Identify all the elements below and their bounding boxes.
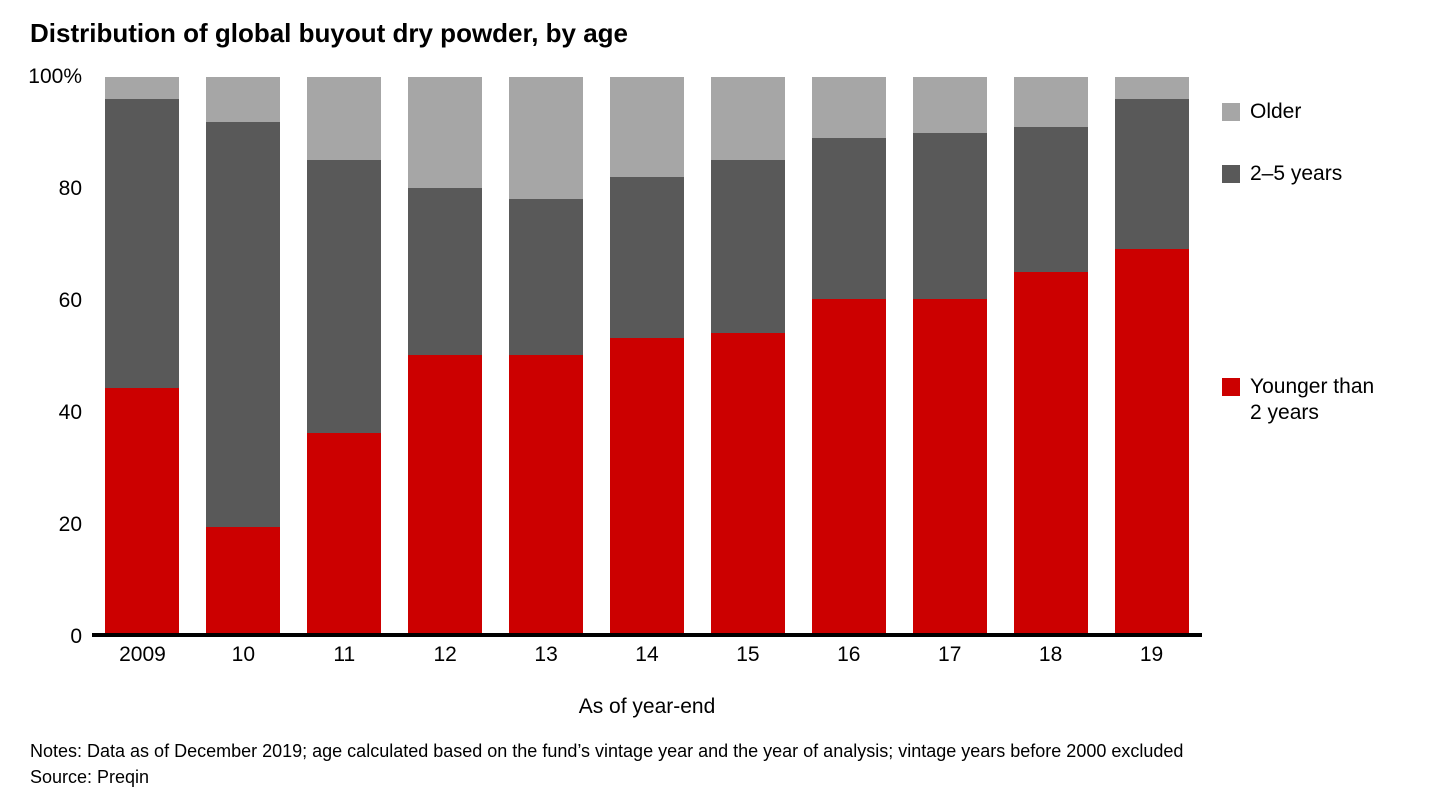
bar-segment-mid — [509, 199, 583, 355]
bar — [711, 77, 785, 633]
bar-segment-younger — [509, 355, 583, 633]
bar-segment-younger — [206, 527, 280, 633]
bar-segment-older — [1115, 77, 1189, 99]
legend-swatch — [1222, 378, 1240, 396]
bar — [206, 77, 280, 633]
bar-segment-mid — [307, 160, 381, 432]
x-tick-label: 18 — [1014, 643, 1088, 667]
x-tick-label: 2009 — [105, 643, 179, 667]
bar — [105, 77, 179, 633]
bar-segment-older — [610, 77, 684, 177]
bar — [307, 77, 381, 633]
bar-segment-older — [913, 77, 987, 133]
bar — [812, 77, 886, 633]
bar-segment-younger — [610, 338, 684, 633]
legend-swatch — [1222, 165, 1240, 183]
bar-segment-younger — [105, 388, 179, 633]
chart-footer: Notes: Data as of December 2019; age cal… — [30, 738, 1183, 790]
bar-segment-older — [408, 77, 482, 188]
x-axis: 2009 10 11 12 13 14 15 16 17 18 19 — [92, 643, 1202, 679]
bar-segment-mid — [610, 177, 684, 338]
chart-title: Distribution of global buyout dry powder… — [30, 18, 1410, 49]
bar-segment-mid — [812, 138, 886, 299]
bar-segment-younger — [1115, 249, 1189, 633]
x-tick-label: 11 — [307, 643, 381, 667]
x-tick-label: 12 — [408, 643, 482, 667]
x-tick-label: 10 — [206, 643, 280, 667]
bar-segment-younger — [913, 299, 987, 633]
bar-segment-older — [105, 77, 179, 99]
bar-segment-older — [812, 77, 886, 138]
bar-segment-older — [1014, 77, 1088, 127]
y-tick-label: 20 — [59, 513, 82, 537]
y-tick-label: 100% — [28, 65, 82, 89]
bar-segment-younger — [812, 299, 886, 633]
bars-container — [92, 77, 1202, 633]
bar-segment-younger — [711, 333, 785, 633]
bar-segment-older — [206, 77, 280, 121]
y-tick-label: 60 — [59, 289, 82, 313]
legend: Older 2–5 years Younger than 2 years — [1222, 77, 1432, 637]
legend-label: Younger than 2 years — [1250, 374, 1374, 426]
x-tick-label: 19 — [1115, 643, 1189, 667]
legend-label: Older — [1250, 99, 1301, 125]
bar-segment-older — [711, 77, 785, 160]
bar-segment-mid — [711, 160, 785, 332]
bar-segment-younger — [408, 355, 482, 633]
bar-segment-older — [307, 77, 381, 160]
legend-item-mid: 2–5 years — [1222, 161, 1342, 187]
bar-segment-older — [509, 77, 583, 199]
plot-area — [92, 77, 1202, 637]
bar — [610, 77, 684, 633]
bar-segment-mid — [1115, 99, 1189, 249]
plot-column: 2009 10 11 12 13 14 15 16 17 18 19 As of year-end — [92, 77, 1202, 719]
legend-item-older: Older — [1222, 99, 1301, 125]
bar-segment-younger — [1014, 272, 1088, 633]
x-axis-title: As of year-end — [92, 695, 1202, 719]
y-axis: 020406080100% — [30, 77, 92, 637]
x-tick-label: 17 — [913, 643, 987, 667]
y-tick-label: 40 — [59, 401, 82, 425]
bar-segment-mid — [913, 133, 987, 300]
bar — [408, 77, 482, 633]
y-tick-label: 80 — [59, 177, 82, 201]
footer-source: Source: Preqin — [30, 764, 1183, 790]
bar-segment-mid — [1014, 127, 1088, 272]
x-tick-label: 13 — [509, 643, 583, 667]
bar-segment-mid — [105, 99, 179, 388]
x-tick-label: 15 — [711, 643, 785, 667]
bar — [1014, 77, 1088, 633]
bar-segment-younger — [307, 433, 381, 633]
chart-row: 020406080100% 200910111213141516171819 A… — [30, 77, 1410, 719]
bar-segment-mid — [408, 188, 482, 355]
chart-page: Distribution of global buyout dry powder… — [0, 0, 1440, 810]
bar — [1115, 77, 1189, 633]
y-tick-label: 0 — [70, 625, 82, 649]
x-tick-label: 16 — [812, 643, 886, 667]
legend-swatch — [1222, 103, 1240, 121]
legend-item-younger: Younger than 2 years — [1222, 374, 1374, 426]
x-tick-label: 14 — [610, 643, 684, 667]
bar-segment-mid — [206, 122, 280, 528]
bar — [913, 77, 987, 633]
legend-label: 2–5 years — [1250, 161, 1342, 187]
footer-notes: Notes: Data as of December 2019; age cal… — [30, 738, 1183, 764]
bar — [509, 77, 583, 633]
